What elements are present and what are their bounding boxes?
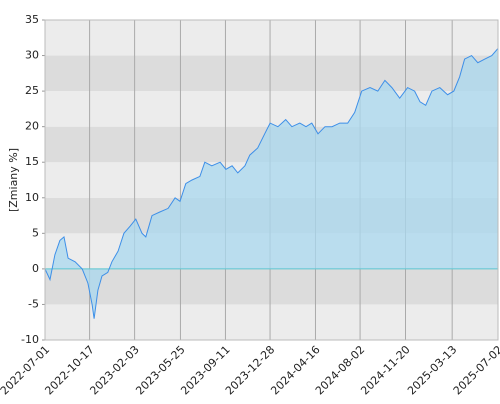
y-tick-label: 35 [25, 13, 39, 26]
y-tick-label: -5 [28, 297, 39, 310]
y-tick-label: 5 [32, 226, 39, 239]
y-tick-label: -10 [21, 333, 39, 346]
y-tick-label: 30 [25, 49, 39, 62]
y-tick-label: 20 [25, 120, 39, 133]
grid-band [45, 20, 498, 56]
series-line [44, 48, 499, 319]
y-tick-label: 15 [25, 155, 39, 168]
x-tick-label: 2024-11-20 [358, 343, 412, 397]
grid-band [45, 304, 498, 340]
area-fill [45, 48, 498, 319]
y-axis-label: [Zmiany %] [7, 148, 20, 212]
plot-border [44, 19, 499, 341]
y-tick-label: 25 [25, 84, 39, 97]
grid-band [45, 268, 498, 305]
y-tick-label: 0 [32, 262, 39, 275]
grid-band [45, 55, 498, 92]
y-tick-label: 10 [25, 191, 39, 204]
